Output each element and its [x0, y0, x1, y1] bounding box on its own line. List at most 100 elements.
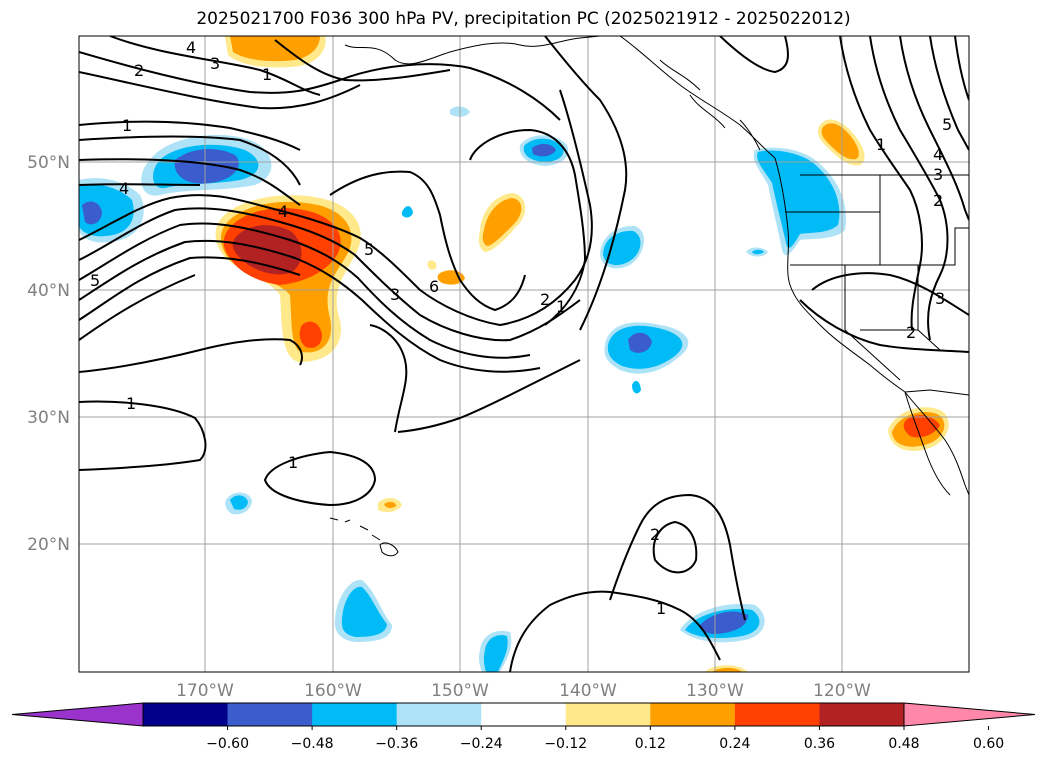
pv-contour — [397, 359, 581, 433]
contour-label: 1 — [288, 453, 298, 472]
negative-anomaly-region — [752, 249, 764, 255]
pv-contour — [79, 120, 301, 151]
map-title: 2025021700 F036 300 hPa PV, precipitatio… — [196, 9, 851, 29]
lon-label: 120°W — [813, 681, 871, 701]
contour-label: 5 — [90, 271, 100, 290]
colorbar-tick-label: −0.24 — [460, 736, 503, 752]
negative-anomaly-region — [341, 586, 387, 637]
colorbar-segment — [565, 703, 651, 726]
pv-contour — [79, 135, 301, 186]
contour-label: 2 — [650, 525, 660, 544]
contour-label: 1 — [556, 297, 566, 316]
pv-contour — [274, 39, 451, 82]
positive-anomaly-region — [482, 198, 522, 246]
contour-label: 2 — [906, 323, 916, 342]
colorbar-segment — [143, 703, 229, 726]
contour-label: 1 — [122, 116, 132, 135]
colorbar-tick-label: 0.24 — [719, 736, 750, 752]
contour-label: 4 — [278, 202, 288, 221]
colorbar-segment — [734, 703, 820, 726]
pv-contour — [799, 299, 969, 353]
contour-label: 3 — [210, 54, 220, 73]
contour-label-group: 4 3 2 1 1 4 5 4 5 3 6 2 1 1 1 2 1 1 5 4 … — [90, 38, 952, 618]
lat-label: 20°N — [27, 535, 70, 555]
coastlines — [329, 36, 969, 557]
pv-contour — [79, 207, 581, 342]
positive-anomaly-region — [821, 123, 859, 160]
lat-label: 50°N — [27, 153, 70, 173]
positive-anomaly-region — [903, 415, 940, 438]
negative-anomaly-region — [628, 332, 652, 353]
coastline-alaska — [344, 36, 601, 65]
colorbar-extend-high — [903, 702, 1036, 727]
lon-label: 130°W — [686, 681, 744, 701]
pv-contour — [509, 590, 721, 672]
positive-anomaly-region — [230, 36, 320, 62]
contour-label: 3 — [933, 165, 943, 184]
pv-contour — [79, 89, 593, 327]
negative-anomaly-region — [532, 144, 556, 157]
positive-anomaly-region — [712, 667, 742, 672]
pv-contour — [79, 222, 531, 359]
positive-anomaly-region — [384, 501, 396, 509]
colorbar-extend-low — [11, 702, 144, 727]
pv-contour — [899, 36, 969, 221]
colorbar-tick-label: −0.48 — [291, 736, 334, 752]
coastline-us-west — [774, 157, 969, 496]
colorbar-frame — [142, 702, 905, 727]
pv-contour — [954, 36, 969, 101]
map-frame — [78, 35, 970, 673]
negative-anomaly-region — [174, 148, 239, 184]
contour-label: 4 — [933, 145, 943, 164]
pv-contour — [79, 158, 301, 206]
pv-contour — [329, 170, 526, 312]
contour-label: 2 — [933, 191, 943, 210]
pv-contour — [544, 36, 628, 331]
coastline-bc — [619, 36, 776, 159]
negative-anomaly-region — [402, 206, 413, 218]
coastline-baja — [904, 391, 951, 496]
contour-label: 4 — [119, 179, 129, 198]
positive-anomaly-region — [299, 321, 322, 348]
negative-anomaly-region — [82, 201, 102, 225]
lat-label: 40°N — [27, 281, 70, 301]
pv-contour — [109, 36, 321, 96]
pv-contour — [369, 324, 408, 433]
lat-label: 30°N — [27, 408, 70, 428]
contour-label: 3 — [935, 289, 945, 308]
contour-label: 1 — [876, 135, 886, 154]
pv-contour — [79, 51, 561, 121]
pv-contour — [652, 520, 698, 574]
pv-contour — [79, 239, 541, 373]
colorbar-segment — [650, 703, 736, 726]
pv-contour — [263, 450, 377, 507]
colorbar-segment — [227, 703, 313, 726]
pv-contour — [79, 274, 196, 341]
lon-label: 160°W — [304, 681, 362, 701]
positive-anomaly-region — [427, 260, 437, 270]
colorbar-tick-label: −0.36 — [375, 736, 418, 752]
contour-label: 2 — [134, 61, 144, 80]
longitude-labels: 170°W 160°W 150°W 140°W 130°W 120°W — [176, 681, 871, 701]
contour-label: 6 — [429, 277, 439, 296]
colorbar-segment — [819, 703, 905, 726]
contour-label: 1 — [262, 65, 272, 84]
latitude-labels: 50°N 40°N 30°N 20°N — [27, 153, 70, 555]
pv-contour — [811, 272, 969, 316]
contour-label: 5 — [364, 240, 374, 259]
pv-contours — [79, 36, 969, 672]
pv-contour — [469, 128, 587, 326]
contour-label: 4 — [186, 38, 196, 57]
colorbar-segment — [481, 703, 567, 726]
negative-anomaly-region — [230, 495, 248, 510]
contour-label: 2 — [540, 290, 550, 309]
pv-contour — [79, 256, 301, 321]
border-us-mexico — [904, 389, 969, 396]
lon-label: 170°W — [176, 681, 234, 701]
colorbar-tick-label: −0.12 — [544, 736, 587, 752]
negative-anomaly-region — [483, 635, 508, 672]
pv-contour — [79, 338, 303, 373]
contour-label: 5 — [942, 115, 952, 134]
pv-contour — [929, 36, 969, 151]
